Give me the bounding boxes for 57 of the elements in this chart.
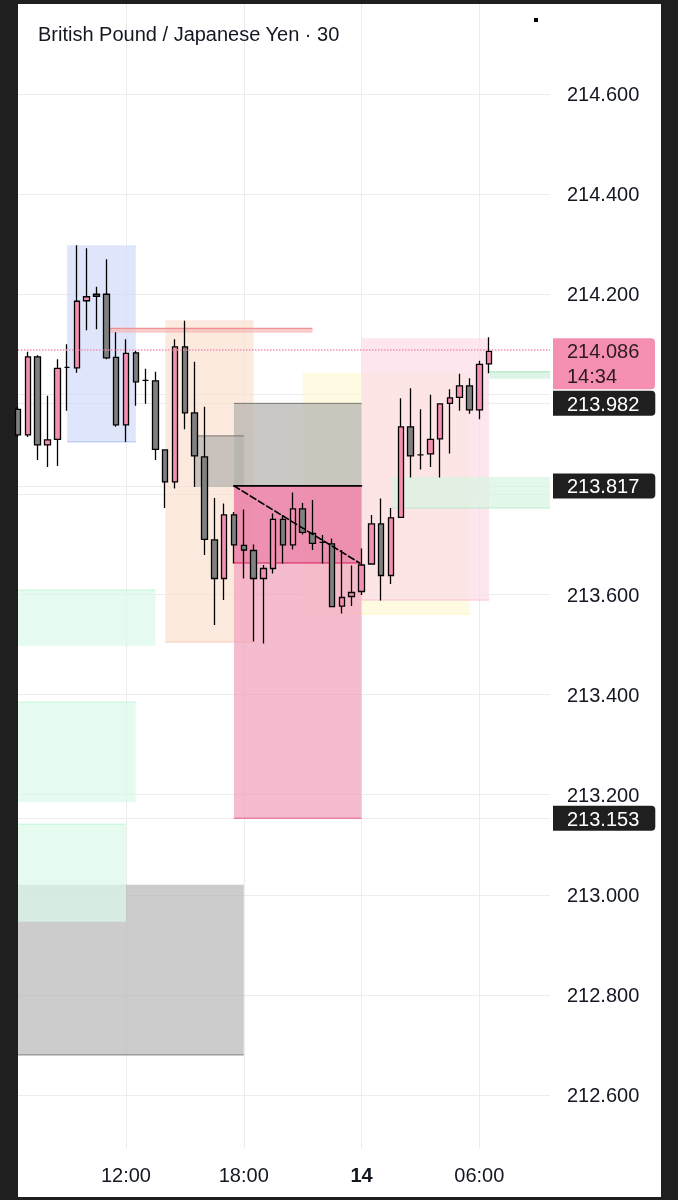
- candlestick: [53, 358, 62, 467]
- candlestick: [269, 512, 277, 575]
- candlestick: [63, 343, 71, 412]
- candlestick: [240, 508, 248, 580]
- candlestick: [426, 394, 435, 468]
- candlestick: [200, 406, 209, 556]
- y-tick-label: 214.600: [567, 83, 640, 106]
- y-tick-label: 213.400: [567, 683, 640, 706]
- candlestick: [102, 258, 111, 360]
- candlestick: [465, 377, 474, 415]
- candlestick: [367, 514, 376, 565]
- y-tick-label: 213.600: [567, 583, 640, 606]
- candlestick: [406, 387, 415, 479]
- candlestick: [347, 564, 356, 607]
- candlestick: [436, 403, 444, 479]
- candlestick: [151, 371, 160, 461]
- candlestick: [308, 499, 317, 551]
- y-tick-label: 212.800: [567, 983, 640, 1006]
- candlestick: [112, 331, 120, 428]
- candlestick: [249, 543, 258, 643]
- candlestick: [82, 247, 91, 331]
- y-tick-label: 213.982: [567, 392, 640, 415]
- candlestick: [92, 286, 101, 330]
- candlestick: [161, 449, 169, 509]
- y-tick-label: 213.200: [567, 783, 640, 806]
- candlestick: [446, 388, 454, 455]
- candlestick: [230, 511, 238, 565]
- y-tick-label: 213.153: [567, 807, 640, 830]
- x-tick-label: 12:00: [100, 1164, 151, 1186]
- text: British Pound / Japanese Yen · 30: [38, 23, 340, 45]
- candlestick: [298, 502, 307, 536]
- candlestick: [220, 502, 228, 601]
- candlestick: [190, 361, 199, 488]
- candlestick: [210, 497, 219, 626]
- candlestick: [181, 320, 189, 431]
- ref-line-label: 214.086 14:34: [567, 340, 640, 388]
- candlestick: [141, 368, 150, 405]
- candlestick: [259, 564, 268, 645]
- y-tick-label: 213.817: [567, 475, 640, 498]
- candlestick: [475, 360, 484, 421]
- candlestick: [377, 497, 385, 602]
- candlestick: [132, 350, 140, 407]
- x-tick-label: 14: [350, 1164, 374, 1186]
- candlestick: [43, 395, 52, 468]
- candlestick: [289, 491, 297, 551]
- y-tick-label: 213.000: [567, 883, 640, 906]
- x-tick-label: 06:00: [454, 1164, 505, 1186]
- candlestick: [33, 354, 42, 461]
- y-tick-label: 214.400: [567, 183, 640, 206]
- candlestick: [416, 408, 425, 471]
- candlestick: [387, 507, 395, 585]
- y-tick-label: 212.600: [567, 1083, 640, 1106]
- y-tick-label: 214.200: [567, 283, 640, 306]
- candlestick: [14, 406, 22, 438]
- candlestick: [455, 373, 464, 412]
- candlestick: [397, 397, 405, 519]
- x-tick-label: 18:00: [218, 1164, 269, 1186]
